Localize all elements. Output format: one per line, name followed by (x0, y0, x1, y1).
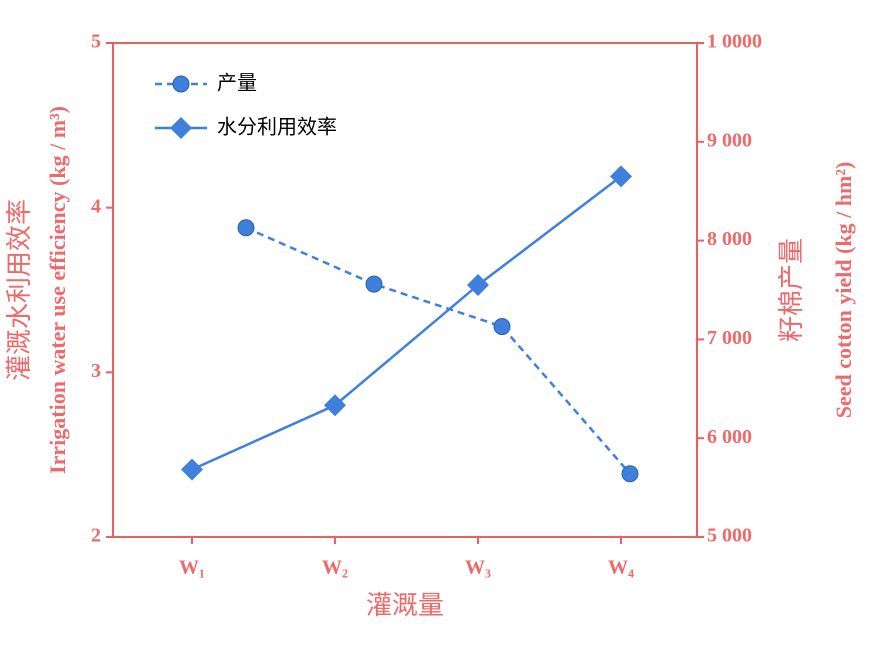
x-tick-label: W₄ (608, 557, 634, 579)
point (610, 165, 632, 188)
legend-marker (170, 117, 192, 139)
point (467, 274, 489, 297)
series-line (245, 226, 631, 475)
y-axis-label-en: Irrigation water use efficiency (kg / m³… (45, 106, 70, 474)
y2-tick-label: 7 000 (707, 327, 752, 349)
series-line (191, 175, 622, 471)
point (324, 394, 346, 417)
y2-tick-label: 5 000 (707, 525, 752, 547)
y2-tick-label: 6 000 (707, 426, 752, 448)
point (621, 465, 639, 483)
x-tick-label: W₂ (322, 557, 348, 579)
y2-axis-label-en: Seed cotton yield (kg / hm²) (831, 162, 856, 419)
y-tick-label: 2 (91, 525, 101, 547)
point (493, 318, 511, 336)
x-tick-label: W₃ (465, 557, 491, 579)
point (365, 275, 383, 293)
y-tick-label: 3 (91, 360, 101, 382)
y2-tick-label: 1 0000 (707, 31, 762, 53)
y-tick-label: 5 (91, 31, 101, 53)
y-tick-label: 4 (91, 195, 101, 217)
legend-label: 产量 (217, 71, 257, 95)
y2-axis-label: 籽棉产量 (777, 238, 806, 342)
y-axis-label: 灌溉水利用效率 (5, 199, 34, 381)
x-tick-label: W₁ (179, 557, 205, 579)
x-axis-label: 灌溉量 (366, 591, 444, 620)
legend-label: 水分利用效率 (217, 115, 337, 139)
y2-tick-label: 9 000 (707, 129, 752, 151)
point (237, 219, 255, 237)
y2-tick-label: 8 000 (707, 228, 752, 250)
legend-marker (172, 75, 190, 93)
point (181, 458, 203, 481)
